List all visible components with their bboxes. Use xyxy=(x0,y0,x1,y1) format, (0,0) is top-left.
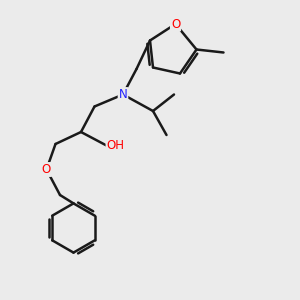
Text: N: N xyxy=(118,88,127,101)
Text: O: O xyxy=(171,17,180,31)
Text: O: O xyxy=(42,163,51,176)
Text: OH: OH xyxy=(106,139,124,152)
